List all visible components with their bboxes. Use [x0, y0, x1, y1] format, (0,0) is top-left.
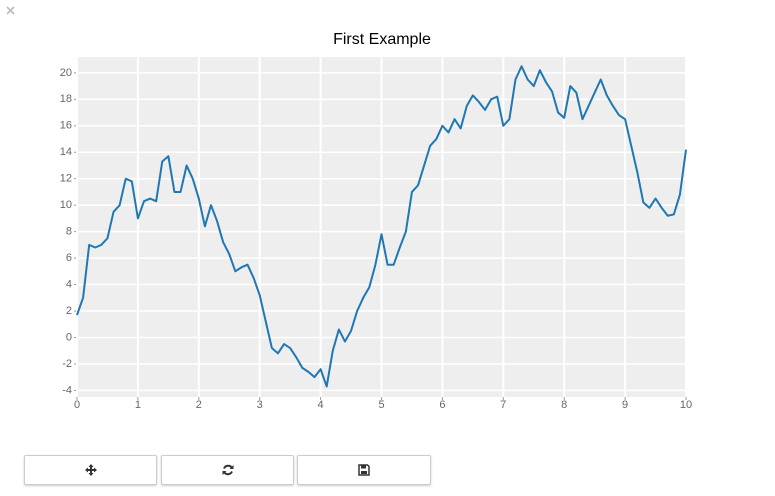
x-tick-label: 2	[196, 399, 202, 411]
x-tick-label: 4	[318, 399, 324, 411]
x-tick-label: 0	[74, 399, 80, 411]
y-tick-label: 2	[66, 305, 72, 317]
x-tick-label: 6	[439, 399, 445, 411]
y-tick-label: 8	[66, 226, 72, 238]
x-tick-label: 1	[135, 399, 141, 411]
y-tick-label: 18	[60, 93, 72, 105]
pan-icon	[84, 464, 97, 476]
y-tick-label: 12	[60, 173, 72, 185]
y-tick-label: 16	[60, 120, 72, 132]
save-icon	[358, 464, 370, 476]
y-tick-label: 6	[66, 252, 72, 264]
x-tick-label: 8	[561, 399, 567, 411]
y-tick-label: -4	[62, 384, 72, 396]
chart-title: First Example	[333, 31, 431, 48]
y-tick-label: 10	[60, 199, 72, 211]
close-icon[interactable]	[5, 5, 17, 17]
x-tick-label: 5	[378, 399, 384, 411]
data-line	[76, 65, 687, 388]
x-tick-label: 3	[257, 399, 263, 411]
x-tick-label: 7	[500, 399, 506, 411]
reset-icon	[222, 464, 233, 476]
y-tick-label: 4	[66, 278, 72, 290]
y-tick-label: 0	[66, 331, 72, 343]
x-tick-label: 9	[622, 399, 628, 411]
y-tick-label: 14	[60, 146, 72, 158]
save-button[interactable]	[297, 455, 431, 485]
pan-button[interactable]	[24, 455, 157, 485]
y-tick-label: -2	[62, 358, 72, 370]
x-tick-label: 10	[680, 399, 692, 411]
y-tick-label: 20	[60, 67, 72, 79]
reset-button[interactable]	[161, 455, 294, 485]
